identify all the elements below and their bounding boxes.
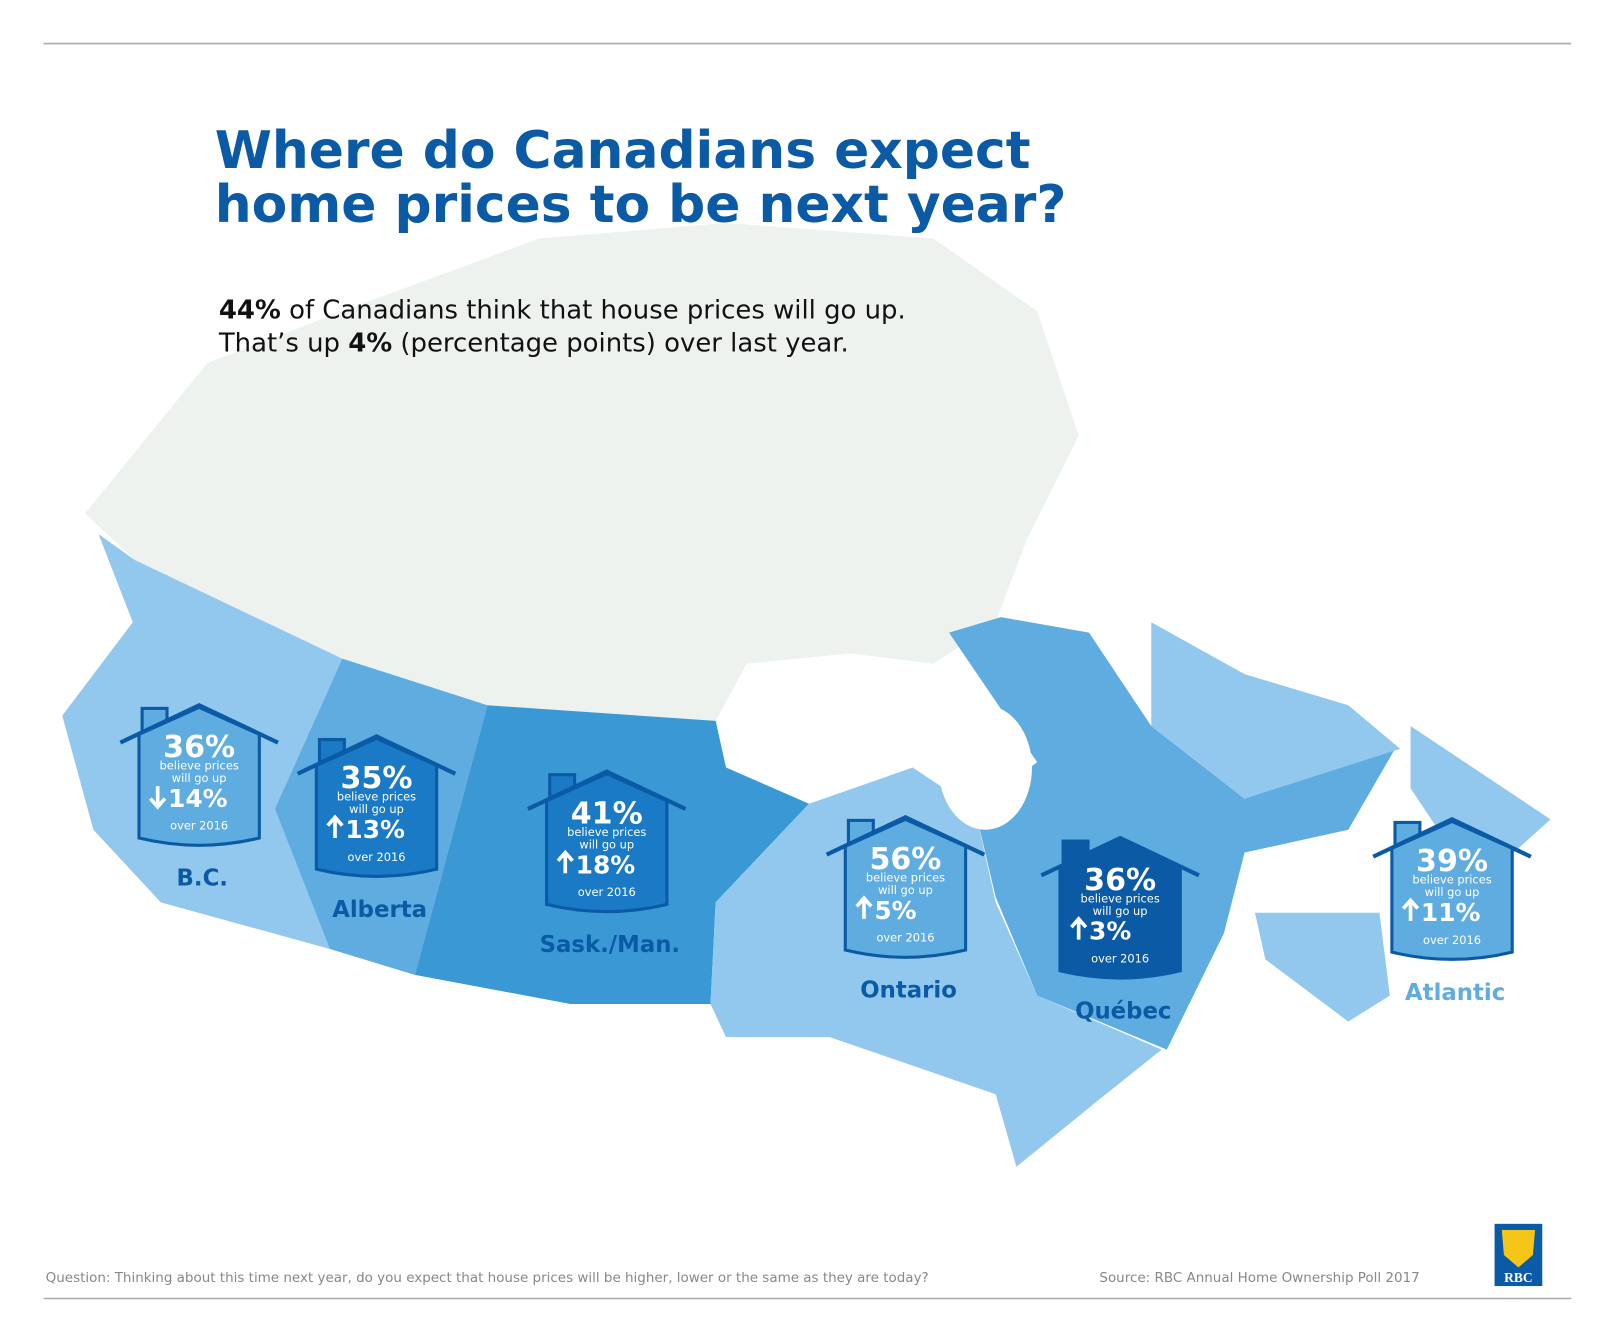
house-caption: believe prices [1081, 891, 1160, 905]
region-label: Québec [1075, 998, 1171, 1024]
house-body [137, 705, 261, 847]
house-caption: believe prices [567, 825, 646, 839]
house-percent: 35% [341, 761, 413, 796]
summary-line: That’s up 4% (percentage points) over la… [218, 329, 849, 359]
house-caption: will go up [172, 771, 227, 785]
house-period: over 2016 [578, 885, 636, 899]
house-period: over 2016 [1091, 951, 1149, 965]
house-period: over 2016 [1423, 933, 1481, 947]
house-percent: 56% [869, 842, 941, 877]
region-label: B.C. [177, 866, 228, 892]
house-period: over 2016 [876, 931, 934, 945]
maritimes-shape [1254, 912, 1390, 1022]
summary-text: of Canadians think that house prices wil… [281, 295, 906, 325]
summary-line: 44% of Canadians think that house prices… [219, 295, 906, 325]
summary-bold: 4% [348, 329, 392, 359]
house-percent: 39% [1416, 844, 1488, 879]
change-arrow [1070, 916, 1088, 940]
logo-text: RBC [1504, 1270, 1532, 1285]
house-caption: will go up [579, 837, 634, 851]
footer-question: Question: Thinking about this time next … [46, 1270, 929, 1286]
logo-emblem [1501, 1230, 1536, 1268]
house-body [843, 817, 968, 959]
house-caption: will go up [349, 802, 404, 816]
house-body [1390, 819, 1514, 961]
house-period: over 2016 [347, 850, 405, 864]
region-label: Ontario [860, 978, 957, 1004]
house-change: 13% [345, 815, 405, 844]
house-percent: 41% [571, 796, 643, 831]
house-caption: will go up [878, 883, 933, 897]
house-body [545, 772, 669, 914]
house-caption: believe prices [160, 759, 239, 773]
house-change: 5% [874, 896, 916, 925]
change-arrow [556, 849, 574, 874]
change-arrow [326, 814, 344, 839]
summary-text: (percentage points) over last year. [392, 329, 849, 359]
house-change: 18% [576, 850, 636, 879]
change-arrow [855, 895, 873, 919]
rbc-logo: RBC [1494, 1223, 1543, 1287]
house-change: 11% [1421, 898, 1481, 927]
house-caption: will go up [1425, 885, 1480, 899]
change-arrow [149, 786, 167, 810]
hudson-bay [938, 705, 1032, 830]
house-period: over 2016 [170, 819, 228, 833]
house-percent: 36% [163, 730, 235, 765]
map [62, 222, 1551, 1167]
house-body [1058, 838, 1182, 980]
summary-text: That’s up [218, 329, 348, 359]
house-change: 14% [168, 784, 228, 813]
title-line: Where do Canadians expect [215, 121, 1031, 181]
house-caption: will go up [1093, 904, 1148, 918]
region-label: Atlantic [1405, 980, 1505, 1006]
title-line: home prices to be next year? [215, 175, 1067, 235]
footer-source: Source: RBC Annual Home Ownership Poll 2… [1099, 1270, 1419, 1286]
house-caption: believe prices [866, 871, 945, 885]
labrador-shape [1151, 622, 1401, 799]
change-arrow [1401, 897, 1420, 921]
ontario-shape [710, 767, 1162, 1167]
region-label: Sask./Man. [540, 932, 680, 958]
house-percent: 36% [1084, 863, 1156, 898]
house-body [314, 736, 439, 878]
house-caption: believe prices [337, 790, 416, 804]
summary-bold: 44% [219, 295, 281, 325]
northern-territories [85, 222, 1079, 721]
region-label: Alberta [332, 897, 427, 923]
house-change: 3% [1089, 917, 1131, 946]
house-caption: believe prices [1412, 873, 1491, 887]
